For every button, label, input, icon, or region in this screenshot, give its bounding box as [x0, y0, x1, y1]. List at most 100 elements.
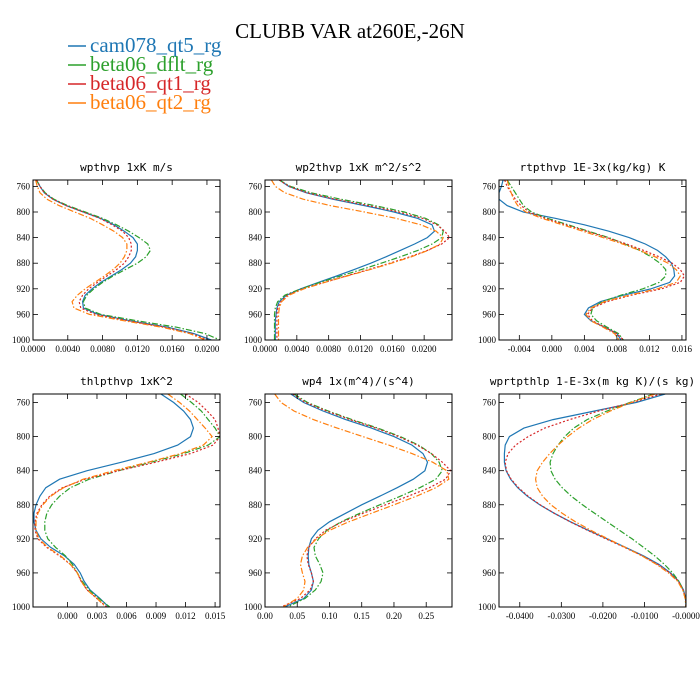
- plot-frame: [264, 179, 453, 341]
- y-tick-label: 920: [17, 534, 31, 544]
- series-line-beta06_qt1_rg: [35, 180, 209, 340]
- y-tick-label: 880: [483, 500, 497, 510]
- y-tick-label: 760: [249, 181, 263, 191]
- y-tick-label: 800: [17, 207, 31, 217]
- x-tick-label: 0.000: [57, 611, 78, 621]
- x-tick-label: -0.0200: [589, 611, 617, 621]
- y-tick-label: 1000: [12, 602, 31, 612]
- y-tick-label: 840: [17, 466, 31, 476]
- x-tick-label: 0.10: [322, 611, 338, 621]
- series-line-beta06_qt1_rg: [504, 180, 686, 340]
- y-tick-label: 880: [17, 500, 31, 510]
- x-tick-label: -0.004: [508, 344, 532, 354]
- x-tick-label: 0.0160: [160, 344, 185, 354]
- y-tick-label: 1000: [12, 335, 31, 345]
- x-tick-label: 0.004: [574, 344, 595, 354]
- x-tick-label: -0.0000: [672, 611, 700, 621]
- plot-frame: [32, 179, 221, 341]
- series-line-cam078_qt5_rg: [503, 394, 686, 607]
- x-tick-label: 0.20: [386, 611, 402, 621]
- x-tick-label: 0.006: [116, 611, 137, 621]
- x-tick-label: 0.012: [639, 344, 659, 354]
- series-line-cam078_qt5_rg: [33, 394, 195, 607]
- series-group: [503, 394, 686, 607]
- y-tick-label: 960: [483, 309, 497, 319]
- series-line-cam078_qt5_rg: [274, 180, 436, 340]
- x-tick-label: 0.0080: [90, 344, 115, 354]
- x-tick-label: 0.0120: [125, 344, 150, 354]
- x-tick-label: 0.0160: [380, 344, 405, 354]
- x-tick-label: 0.15: [354, 611, 370, 621]
- y-tick-label: 960: [249, 568, 263, 578]
- series-line-beta06_qt2_rg: [534, 394, 686, 607]
- series-line-beta06_dflt_rg: [273, 180, 444, 340]
- x-tick-label: 0.0200: [412, 344, 437, 354]
- y-tick-label: 1000: [244, 335, 263, 345]
- y-tick-label: 920: [483, 534, 497, 544]
- y-tick-label: 960: [483, 568, 497, 578]
- panel-title: thlpthvp 1xK^2: [80, 375, 173, 388]
- x-tick-label: 0.0200: [195, 344, 220, 354]
- x-tick-label: 0.009: [146, 611, 167, 621]
- y-tick-label: 840: [17, 233, 31, 243]
- legend-label: beta06_qt2_rg: [90, 90, 211, 114]
- chart-panel-1: wpthvp 1xK m/s76080084088092096010000.00…: [12, 161, 221, 354]
- x-tick-label: -0.0400: [506, 611, 534, 621]
- series-line-beta06_qt2_rg: [35, 180, 206, 340]
- plot-frame: [498, 393, 687, 608]
- series-group: [274, 394, 452, 607]
- series-line-beta06_qt1_rg: [280, 394, 452, 607]
- y-tick-label: 840: [483, 233, 497, 243]
- y-tick-label: 840: [249, 233, 263, 243]
- y-tick-label: 960: [17, 568, 31, 578]
- series-group: [35, 180, 220, 340]
- y-tick-label: 880: [483, 258, 497, 268]
- y-tick-label: 840: [249, 466, 263, 476]
- y-tick-label: 880: [17, 258, 31, 268]
- series-line-cam078_qt5_rg: [499, 180, 676, 340]
- chart-panel-5: wp4 1x(m^4)/(s^4)76080084088092096010000…: [244, 375, 453, 621]
- series-line-beta06_qt1_rg: [276, 180, 451, 340]
- panel-title: wprtpthlp 1-E-3x(m kg K)/(s kg): [490, 375, 695, 388]
- x-tick-label: 0.25: [418, 611, 434, 621]
- y-tick-label: 800: [249, 207, 263, 217]
- series-line-beta06_dflt_rg: [287, 394, 443, 607]
- y-tick-label: 760: [483, 181, 497, 191]
- y-tick-label: 880: [249, 258, 263, 268]
- series-group: [270, 180, 451, 340]
- legend-label: cam078_qt5_rg: [90, 33, 222, 57]
- legend-label: beta06_dflt_rg: [90, 52, 214, 76]
- y-tick-label: 760: [249, 398, 263, 408]
- x-tick-label: 0.015: [205, 611, 226, 621]
- series-group: [33, 394, 220, 607]
- series-line-beta06_qt2_rg: [274, 394, 450, 607]
- panels: wpthvp 1xK m/s76080084088092096010000.00…: [12, 161, 700, 621]
- legend-label: beta06_qt1_rg: [90, 71, 211, 95]
- y-tick-label: 800: [483, 432, 497, 442]
- y-tick-label: 760: [483, 398, 497, 408]
- x-tick-label: 0.0000: [21, 344, 46, 354]
- panel-title: wp2thvp 1xK m^2/s^2: [296, 161, 422, 174]
- series-line-beta06_dflt_rg: [35, 180, 220, 340]
- x-tick-label: 0.05: [289, 611, 305, 621]
- y-tick-label: 760: [17, 398, 31, 408]
- chart-panel-3: rtpthvp 1E-3x(kg/kg) K 760 800 840 880 920 960…: [478, 161, 693, 354]
- x-tick-label: 0.008: [607, 344, 628, 354]
- x-tick-label: 0.016: [672, 344, 693, 354]
- chart-panel-4: thlpthvp 1xK^2 760 800 840 880 920 960 1000 0.00…: [12, 375, 226, 621]
- series-line-beta06_qt2_rg: [35, 394, 213, 607]
- y-tick-label: 880: [249, 500, 263, 510]
- y-tick-label: 960: [249, 309, 263, 319]
- panel-title: wp4 1x(m^4)/(s^4): [302, 375, 415, 388]
- x-tick-label: 0.0120: [348, 344, 373, 354]
- y-tick-label: 760: [17, 181, 31, 191]
- y-tick-label: 800: [249, 432, 263, 442]
- figure-title: CLUBB VAR at260E,-26N: [235, 19, 465, 43]
- y-tick-label: 920: [249, 284, 263, 294]
- x-tick-label: 0.0080: [316, 344, 341, 354]
- panel-title: wpthvp 1xK m/s: [80, 161, 173, 174]
- x-tick-label: 0.000: [542, 344, 563, 354]
- chart-panel-2: wp2thvp 1xK m^2/s^2 760 800 840 880 920 960 100…: [244, 161, 453, 354]
- series-line-beta06_dflt_rg: [506, 180, 667, 340]
